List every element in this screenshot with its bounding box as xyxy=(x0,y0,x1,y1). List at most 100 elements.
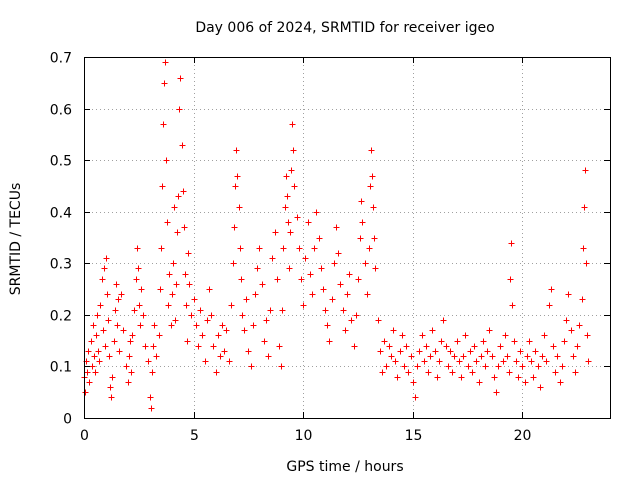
data-point xyxy=(232,183,239,190)
data-point xyxy=(320,286,327,293)
data-point xyxy=(230,260,237,267)
data-point xyxy=(165,302,172,309)
data-point xyxy=(434,374,441,381)
y-axis-label: SRMTID / TECUs xyxy=(8,183,24,296)
data-point xyxy=(221,348,228,355)
data-point xyxy=(261,338,268,345)
data-point xyxy=(375,317,382,324)
data-point xyxy=(307,271,314,278)
data-point xyxy=(543,358,550,365)
data-point xyxy=(537,384,544,391)
data-point xyxy=(269,255,276,262)
data-point xyxy=(180,188,187,195)
data-point xyxy=(515,374,522,381)
data-point xyxy=(372,265,379,272)
data-point xyxy=(252,291,259,298)
x-tick-label: 20 xyxy=(514,428,532,444)
data-point xyxy=(195,343,202,350)
grid xyxy=(84,57,610,418)
data-point xyxy=(101,265,108,272)
data-point xyxy=(582,167,589,174)
data-point xyxy=(394,374,401,381)
data-point xyxy=(236,204,243,211)
data-point xyxy=(535,363,542,370)
data-point xyxy=(241,327,248,334)
data-point xyxy=(550,343,557,350)
data-point xyxy=(115,296,122,303)
data-point xyxy=(170,260,177,267)
data-point xyxy=(284,193,291,200)
data-point xyxy=(445,363,452,370)
data-point xyxy=(460,353,467,360)
data-point xyxy=(440,317,447,324)
data-point xyxy=(243,296,250,303)
data-point xyxy=(161,80,168,87)
data-point xyxy=(102,343,109,350)
data-point xyxy=(173,281,180,288)
data-point xyxy=(324,322,331,329)
data-point xyxy=(508,240,515,247)
data-point xyxy=(355,276,362,283)
data-point xyxy=(458,374,465,381)
data-point xyxy=(159,183,166,190)
data-point xyxy=(164,219,171,226)
data-point xyxy=(559,363,566,370)
data-point xyxy=(111,338,118,345)
data-point xyxy=(118,291,125,298)
data-point xyxy=(509,302,516,309)
data-point xyxy=(517,348,524,355)
data-point xyxy=(454,338,461,345)
data-point xyxy=(278,363,285,370)
data-point xyxy=(254,265,261,272)
data-point xyxy=(169,291,176,298)
data-point xyxy=(137,322,144,329)
data-point xyxy=(294,214,301,221)
y-tick-label: 0.1 xyxy=(50,360,72,376)
data-point xyxy=(465,363,472,370)
data-point xyxy=(97,302,104,309)
data-point xyxy=(279,307,286,314)
data-point xyxy=(513,358,520,365)
data-point xyxy=(134,245,141,252)
data-point xyxy=(286,265,293,272)
data-point xyxy=(482,363,489,370)
data-point xyxy=(163,157,170,164)
data-point xyxy=(480,338,487,345)
data-point xyxy=(326,338,333,345)
data-point xyxy=(147,394,154,401)
data-point xyxy=(462,332,469,339)
data-point xyxy=(504,353,511,360)
data-point xyxy=(421,358,428,365)
data-point xyxy=(219,322,226,329)
data-point xyxy=(580,245,587,252)
data-point xyxy=(99,276,106,283)
data-point xyxy=(585,358,592,365)
data-point xyxy=(280,245,287,252)
data-point xyxy=(495,363,502,370)
data-point xyxy=(238,276,245,283)
chart-title: Day 006 of 2024, SRMTID for receiver ige… xyxy=(195,20,494,36)
data-point xyxy=(532,348,539,355)
data-point xyxy=(234,173,241,180)
data-point xyxy=(296,245,303,252)
data-point xyxy=(493,389,500,396)
data-point xyxy=(181,224,188,231)
data-point xyxy=(138,286,145,293)
data-point xyxy=(287,229,294,236)
data-point xyxy=(368,147,375,154)
data-point xyxy=(322,307,329,314)
data-point xyxy=(148,405,155,412)
data-point xyxy=(103,255,110,262)
data-point xyxy=(486,327,493,334)
data-point xyxy=(552,369,559,376)
data-point xyxy=(377,348,384,355)
data-point xyxy=(191,296,198,303)
data-point xyxy=(357,235,364,242)
data-point xyxy=(199,332,206,339)
data-point xyxy=(388,353,395,360)
data-point xyxy=(91,353,98,360)
data-point xyxy=(282,204,289,211)
data-point xyxy=(329,296,336,303)
data-point xyxy=(174,229,181,236)
data-point xyxy=(443,343,450,350)
